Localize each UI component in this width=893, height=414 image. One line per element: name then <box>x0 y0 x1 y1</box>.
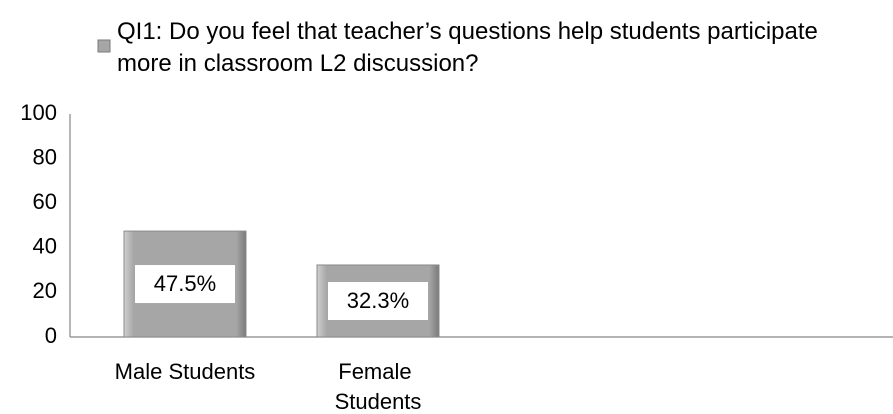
legend-marker <box>97 39 111 53</box>
value-label: 32.3% <box>347 288 409 313</box>
y-tick-label: 100 <box>20 100 57 125</box>
legend-label: QI1: Do you feel that teacher’s question… <box>117 18 825 77</box>
y-tick-label: 60 <box>33 189 57 214</box>
x-tick-label: Male Students <box>115 359 256 384</box>
y-tick-label: 40 <box>33 234 57 259</box>
value-label-box <box>328 281 428 320</box>
value-label: 47.5% <box>154 271 216 296</box>
y-tick-label: 20 <box>33 278 57 303</box>
y-tick-label: 0 <box>45 323 57 348</box>
x-tick-label: Female Students <box>335 359 422 414</box>
y-tick-label: 80 <box>33 144 57 169</box>
value-label-box <box>135 265 235 304</box>
